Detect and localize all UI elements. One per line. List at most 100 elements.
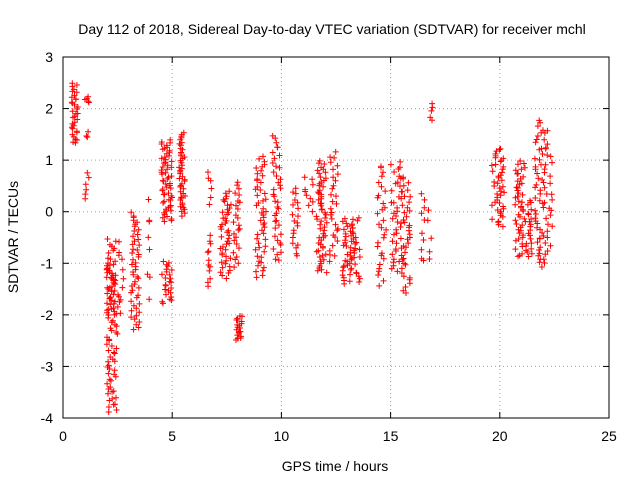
data-point: [536, 259, 543, 266]
data-point: [404, 187, 411, 194]
data-point: [106, 295, 113, 302]
data-point: [332, 221, 339, 228]
data-point: [134, 231, 141, 238]
data-point: [348, 265, 355, 272]
data-point: [301, 174, 308, 181]
data-point: [356, 246, 363, 253]
data-point: [397, 158, 404, 165]
data-point: [204, 279, 211, 286]
data-point: [254, 170, 261, 177]
data-point: [536, 197, 543, 204]
data-point: [544, 141, 551, 148]
data-point: [252, 246, 259, 253]
data-point: [236, 245, 242, 252]
data-point: [130, 256, 136, 263]
data-point: [323, 269, 330, 276]
data-point: [378, 183, 385, 190]
data-point: [380, 277, 387, 284]
data-point: [496, 185, 503, 192]
data-point: [105, 404, 112, 410]
data-point: [167, 180, 173, 187]
point-cluster: [531, 117, 547, 270]
data-point: [525, 230, 532, 237]
plot-frame: [62, 56, 610, 419]
data-point: [277, 176, 284, 183]
data-point: [109, 317, 116, 324]
point-cluster: [289, 185, 302, 259]
data-point: [521, 164, 528, 171]
data-point: [536, 117, 543, 124]
data-point: [162, 275, 169, 281]
data-point: [528, 216, 535, 222]
data-point: [136, 242, 143, 249]
point-cluster: [68, 80, 81, 146]
data-point: [489, 202, 495, 209]
data-point: [322, 251, 329, 258]
data-point: [492, 161, 499, 168]
data-point: [232, 212, 239, 219]
data-point: [333, 193, 339, 200]
data-point: [160, 199, 167, 206]
data-point: [254, 253, 261, 260]
data-point: [524, 249, 531, 255]
data-point: [117, 310, 124, 317]
data-point: [322, 215, 329, 221]
data-point: [512, 167, 519, 174]
data-point: [327, 154, 334, 161]
y-tick-label: -4: [41, 410, 54, 426]
data-point: [352, 234, 359, 241]
data-point: [544, 248, 551, 254]
data-point: [177, 142, 184, 149]
data-point: [160, 258, 167, 265]
point-cluster: [540, 127, 556, 266]
data-point: [168, 294, 175, 300]
data-point: [378, 163, 384, 170]
data-point: [418, 210, 425, 217]
data-point: [499, 223, 506, 230]
data-point: [230, 249, 237, 256]
data-point: [354, 217, 361, 224]
data-point: [542, 161, 549, 168]
data-point: [340, 274, 347, 281]
data-point: [158, 139, 165, 145]
data-point: [231, 230, 237, 237]
data-point: [534, 133, 541, 139]
data-point: [347, 228, 354, 235]
data-point: [499, 169, 505, 176]
data-point: [341, 226, 347, 233]
data-point: [233, 202, 239, 209]
data-point: [136, 319, 143, 325]
data-point: [428, 235, 435, 242]
data-point: [82, 191, 89, 198]
data-point: [515, 170, 521, 177]
data-point: [106, 284, 113, 291]
data-point: [231, 264, 238, 271]
data-point: [399, 256, 406, 263]
data-point: [540, 179, 547, 186]
data-point: [391, 169, 398, 175]
data-point: [258, 167, 265, 174]
data-point: [313, 213, 320, 220]
data-point: [167, 136, 174, 143]
data-point: [130, 213, 137, 220]
data-point: [290, 189, 296, 196]
data-point: [401, 193, 408, 200]
data-point: [330, 174, 337, 181]
data-point: [426, 248, 433, 255]
data-point: [332, 148, 339, 155]
data-point: [204, 249, 211, 256]
data-point: [74, 110, 81, 117]
data-point: [496, 146, 503, 153]
data-point: [498, 177, 505, 184]
data-point: [403, 213, 410, 220]
data-point: [500, 203, 507, 210]
data-point: [179, 173, 186, 180]
data-point: [493, 148, 500, 155]
data-point: [521, 215, 528, 222]
data-point: [515, 211, 522, 218]
data-point: [381, 231, 388, 238]
data-point: [254, 231, 261, 238]
data-point: [491, 179, 498, 185]
point-cluster: [144, 196, 153, 303]
